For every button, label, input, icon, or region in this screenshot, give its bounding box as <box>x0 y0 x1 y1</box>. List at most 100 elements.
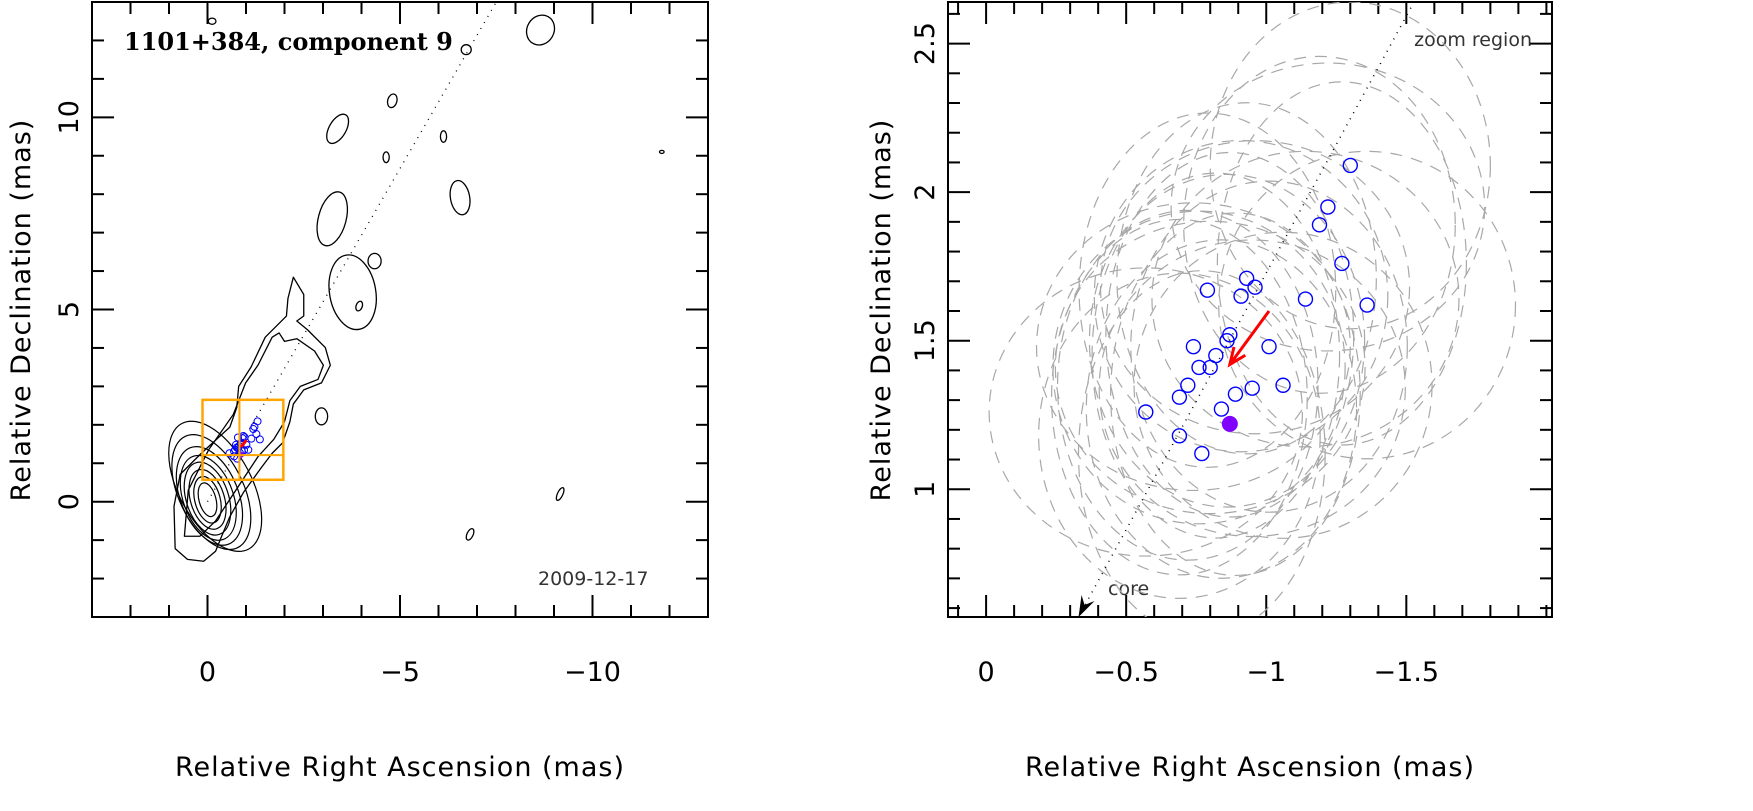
jet-contour <box>183 332 325 537</box>
motion-arrow <box>1228 310 1271 366</box>
component-position-marker <box>1261 338 1277 355</box>
component-position-marker-mini <box>247 434 256 443</box>
component-position-marker <box>1238 270 1255 287</box>
error-ellipse <box>1216 81 1468 446</box>
core-contour <box>171 434 252 551</box>
component-position-marker <box>1171 428 1188 444</box>
contour-island <box>460 44 472 56</box>
contour-island <box>465 527 475 541</box>
right-x-tick-label: 0 <box>978 657 995 688</box>
core-contour <box>197 482 218 518</box>
right-y-axis-label: Relative Declination (mas) <box>866 119 897 502</box>
epoch-date-label: 2009-12-17 <box>538 568 648 590</box>
error-ellipse <box>1183 55 1456 394</box>
error-ellipse <box>1056 209 1319 561</box>
right-panel-zoom-scatter: zoom region core Relative Right Ascensio… <box>866 1 1553 783</box>
component-position-marker <box>1199 282 1216 298</box>
error-ellipse <box>1077 270 1326 617</box>
error-ellipse <box>1091 172 1341 539</box>
right-y-tick-label: 2 <box>910 184 941 201</box>
component-position-marker <box>1219 332 1235 349</box>
component-position-marker <box>1359 297 1375 313</box>
error-ellipse <box>1130 180 1408 513</box>
error-ellipse <box>1209 2 1491 330</box>
zoom-region-label: zoom region <box>1414 29 1532 51</box>
right-y-tick-label: 2.5 <box>910 22 941 65</box>
error-ellipse <box>1110 212 1361 577</box>
error-ellipse <box>1054 220 1366 515</box>
left-y-tick-label: 0 <box>54 493 85 510</box>
component-position-marker <box>1227 386 1244 402</box>
contour-island <box>314 407 329 426</box>
component-position-marker <box>1180 377 1196 393</box>
component-position-marker <box>1194 445 1210 462</box>
left-x-axis-label: Relative Right Ascension (mas) <box>175 752 625 783</box>
error-ellipse <box>1052 210 1346 525</box>
error-ellipse <box>1050 218 1308 576</box>
component-position-marker <box>1342 157 1358 174</box>
contour-island <box>386 93 398 109</box>
contour-island <box>439 130 448 143</box>
component-position-marker <box>1334 255 1350 272</box>
contour-island <box>382 151 390 164</box>
component-position-marker <box>1213 401 1230 417</box>
core-label: core <box>1108 578 1149 600</box>
motion-arrowhead <box>1227 346 1247 368</box>
component-position-marker <box>1320 199 1336 215</box>
right-x-tick-label: −0.5 <box>1093 657 1159 688</box>
component-position-marker <box>1233 288 1249 304</box>
left-x-tick-label: −5 <box>380 657 420 688</box>
component-position-marker <box>1311 217 1328 233</box>
contour-island <box>326 113 350 145</box>
left-frame <box>91 1 709 618</box>
component-position-marker <box>1185 338 1202 355</box>
contour-island <box>355 300 364 312</box>
error-ellipse <box>988 267 1304 557</box>
motion-arrow-mini <box>239 439 248 449</box>
right-x-axis-label: Relative Right Ascension (mas) <box>1025 752 1475 783</box>
jet-axis-dotted-line <box>1077 2 1415 617</box>
error-ellipse <box>1078 112 1337 468</box>
error-ellipse <box>1133 231 1433 539</box>
mean-position-dot <box>1221 415 1238 432</box>
error-ellipse <box>1038 272 1321 599</box>
contour-island <box>658 149 665 155</box>
left-panel-contour-map: 1101+384, component 9 2009-12-17 Relativ… <box>6 1 709 783</box>
core-contour <box>168 420 263 553</box>
left-y-tick-label: 10 <box>54 100 85 134</box>
component-position-marker <box>1171 389 1188 405</box>
contour-island <box>555 486 565 502</box>
left-plot-area <box>168 2 665 562</box>
component-position-marker-mini <box>255 435 264 444</box>
error-ellipse <box>1035 202 1351 492</box>
error-ellipse <box>1170 62 1486 352</box>
component-position-marker <box>1297 291 1314 307</box>
left-panel-title: 1101+384, component 9 <box>124 27 453 56</box>
core-contour <box>193 475 222 524</box>
left-y-axis-label: Relative Declination (mas) <box>6 119 37 502</box>
right-frame <box>947 1 1553 618</box>
jet-contour <box>173 276 331 562</box>
contour-island <box>449 179 471 216</box>
error-ellipse <box>1085 239 1358 579</box>
component-position-marker <box>1247 279 1263 295</box>
contour-island <box>316 191 349 247</box>
left-y-tick-label: 5 <box>54 301 85 318</box>
contour-island <box>328 254 377 331</box>
component-position-marker <box>1202 359 1218 376</box>
error-ellipse <box>1098 239 1406 538</box>
right-x-tick-label: −1.5 <box>1374 657 1440 688</box>
right-y-tick-label: 1.5 <box>910 319 941 362</box>
component-position-marker-mini <box>253 417 262 426</box>
left-x-tick-label: 0 <box>199 657 216 688</box>
component-position-marker <box>1191 359 1207 376</box>
component-position-marker <box>1244 380 1260 396</box>
contour-island <box>525 14 556 46</box>
error-ellipse <box>1093 139 1389 453</box>
right-y-tick-label: 1 <box>910 481 941 498</box>
component-position-marker <box>1275 377 1291 393</box>
right-x-tick-label: −1 <box>1246 657 1286 688</box>
contour-island <box>207 17 217 25</box>
core-direction-arrowhead <box>1078 595 1095 617</box>
